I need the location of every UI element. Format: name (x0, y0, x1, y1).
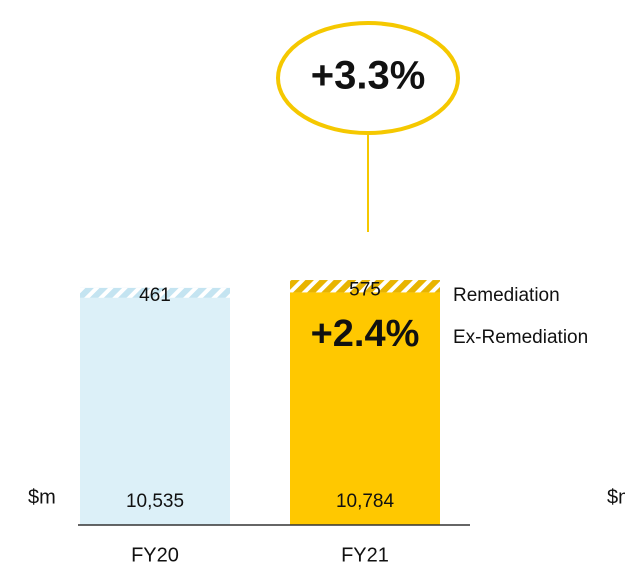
legend-label: Remediation (453, 285, 560, 306)
unit-label: $m (28, 486, 56, 508)
x-tick-label: FY21 (341, 544, 389, 566)
value-label: 575 (349, 279, 381, 300)
callout-circle (276, 21, 460, 135)
inside-callout: +2.4% (311, 313, 420, 355)
bar-segment (290, 292, 440, 525)
hatch (290, 280, 440, 293)
growth-callout: +3.3% (311, 54, 426, 98)
value-label: 461 (139, 285, 171, 306)
hatch (80, 287, 230, 298)
unit-label-cut: $m (607, 486, 625, 508)
legend-label: Ex-Remediation (453, 327, 588, 348)
value-label: 10,784 (336, 491, 395, 512)
x-tick-label: FY20 (131, 544, 179, 566)
value-label: 10,535 (126, 491, 184, 512)
bar-segment (80, 297, 230, 525)
